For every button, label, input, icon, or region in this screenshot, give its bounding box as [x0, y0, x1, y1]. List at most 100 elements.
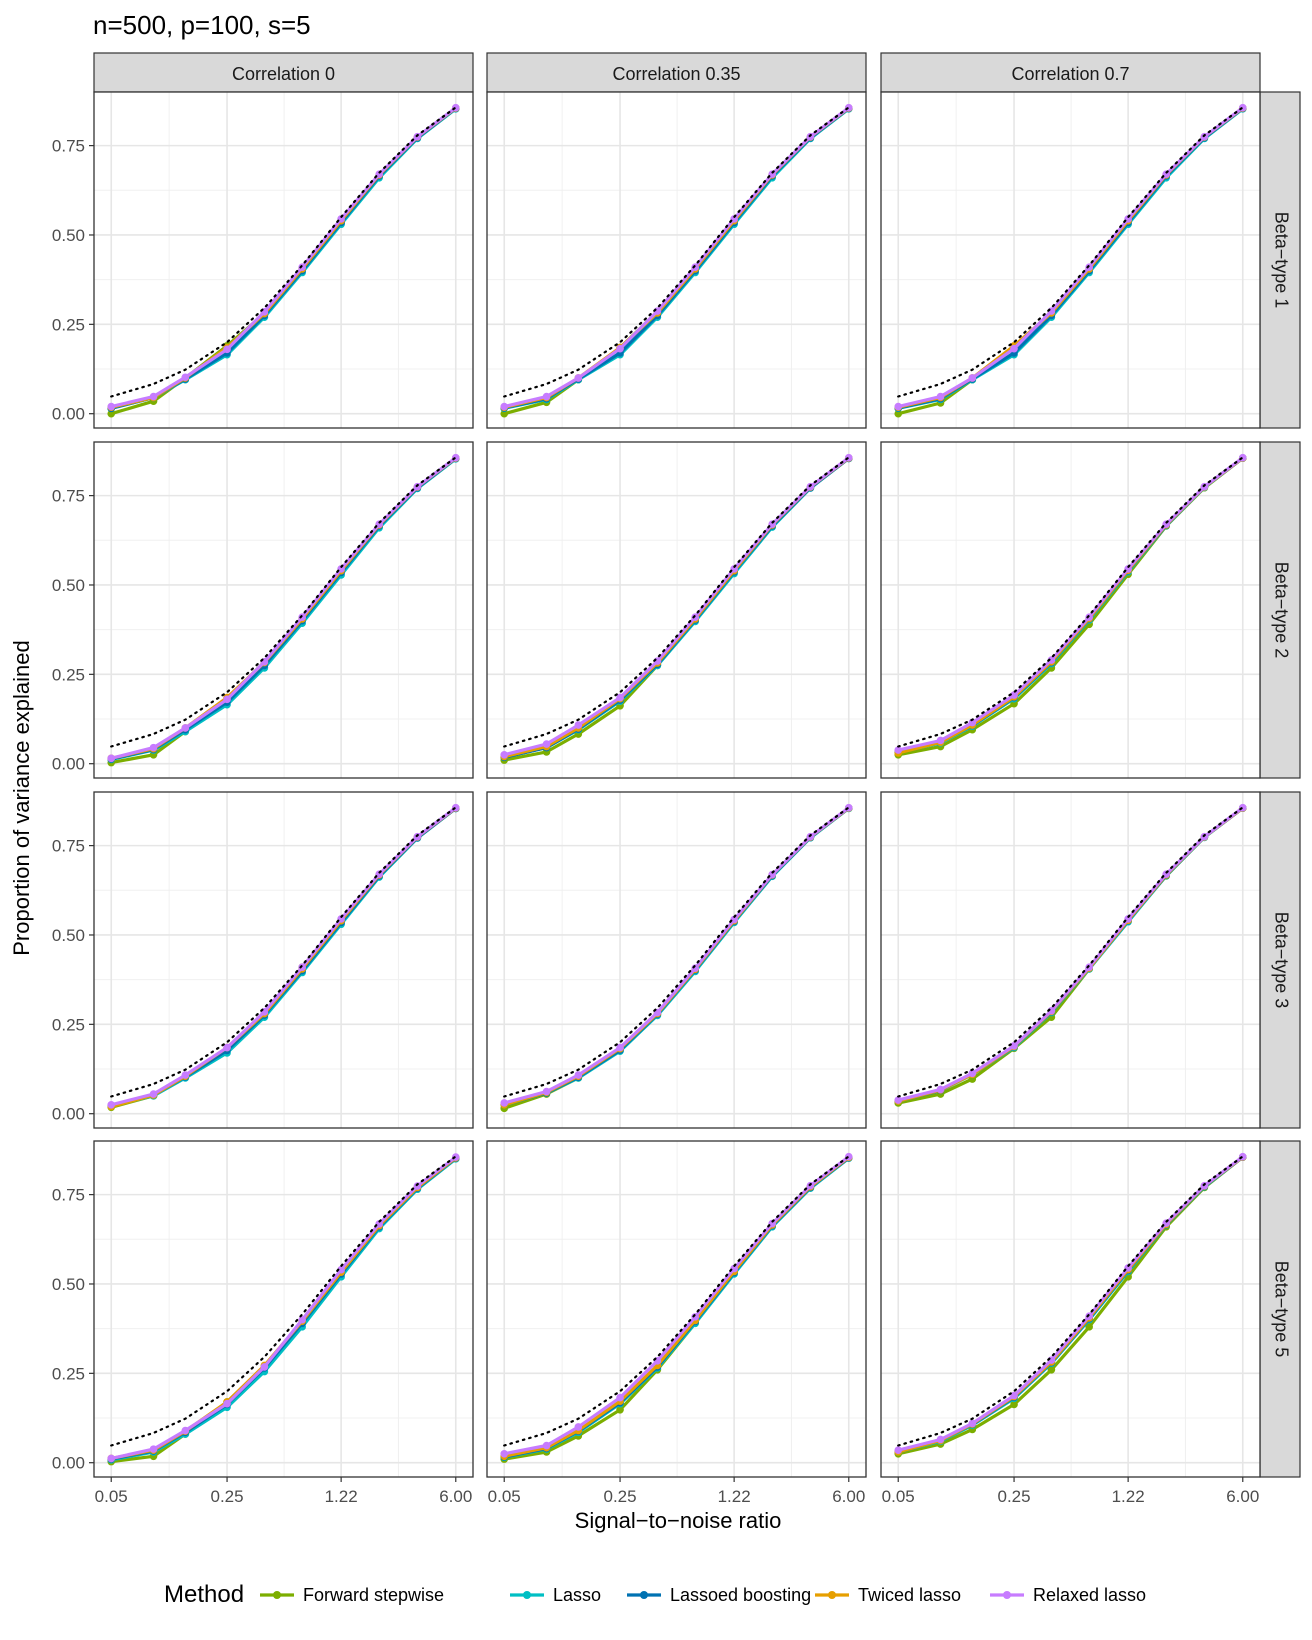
y-tick-label: 0.25: [52, 665, 85, 684]
data-point: [451, 453, 460, 462]
reference-line: [897, 806, 1244, 1098]
x-tick-label: 0.25: [998, 1487, 1031, 1506]
data-point: [181, 724, 190, 732]
reference-line: [503, 1155, 850, 1447]
data-point: [149, 743, 158, 752]
row-strip-label: Beta−type 3: [1271, 912, 1291, 1009]
panel: [486, 91, 867, 429]
panel: 0.00 0.25 0.50 0.75: [52, 91, 474, 429]
data-point: [616, 344, 624, 353]
data-point: [616, 1406, 624, 1414]
data-point: [107, 409, 116, 418]
reference-line: [897, 106, 1244, 398]
series-line: [897, 1155, 1244, 1452]
x-tick-label: 1.22: [325, 1487, 358, 1506]
data-point: [181, 373, 190, 382]
reference-line: [110, 806, 457, 1098]
data-point: [844, 103, 853, 112]
data-point: [223, 345, 231, 354]
data-point: [574, 721, 583, 729]
reference-line: [897, 1155, 1244, 1447]
y-tick-label: 0.25: [52, 1015, 85, 1034]
panel: 0.00 0.25 0.50 0.75: [52, 441, 474, 779]
data-point: [968, 1069, 977, 1078]
y-tick-label: 0.50: [52, 576, 85, 595]
y-tick-label: 0.00: [52, 405, 85, 424]
panel-border: [93, 91, 474, 429]
data-point: [298, 963, 306, 971]
column-strip-label: Correlation 0: [232, 64, 335, 84]
legend-key-point: [640, 1591, 648, 1599]
row-strip: [1259, 91, 1301, 429]
x-tick-label: 1.22: [1112, 1487, 1145, 1506]
x-tick-label: 6.00: [439, 1487, 472, 1506]
y-tick-label: 0.00: [52, 1105, 85, 1124]
data-point: [500, 409, 509, 418]
legend-entry-label: Lassoed boosting: [670, 1585, 811, 1605]
data-point: [1085, 1323, 1093, 1331]
row-strip: [1259, 441, 1301, 779]
data-point: [298, 613, 306, 621]
series-line: [110, 106, 457, 409]
x-tick-label: 6.00: [832, 1487, 865, 1506]
panel: 0.05 0.25 1.22 6.00: [880, 1140, 1261, 1506]
reference-line: [110, 1155, 457, 1447]
data-point: [1085, 963, 1093, 971]
data-point: [1010, 691, 1018, 699]
data-point: [968, 1419, 977, 1428]
y-tick-label: 0.00: [52, 755, 85, 774]
legend-key-point: [523, 1591, 531, 1599]
series-line: [110, 456, 457, 760]
panel-background: [881, 442, 1260, 778]
column-strip-label: Correlation 0.7: [1011, 64, 1129, 84]
data-point: [107, 1454, 116, 1463]
reference-line: [503, 806, 850, 1098]
legend-entry-label: Lasso: [553, 1585, 601, 1605]
data-point: [616, 1043, 624, 1052]
chart-title: n=500, p=100, s=5: [93, 10, 311, 40]
x-tick-label: 0.25: [604, 1487, 637, 1506]
panel-background: [94, 92, 473, 428]
column-strip-label: Correlation 0.35: [612, 64, 740, 84]
data-point: [574, 374, 583, 382]
panel-border: [486, 91, 867, 429]
y-tick-label: 0.50: [52, 1275, 85, 1294]
legend-key-point: [1003, 1591, 1011, 1599]
series-line: [503, 106, 850, 409]
panel-border: [880, 91, 1261, 429]
panel: [486, 441, 867, 779]
panel-background: [94, 442, 473, 778]
x-tick-label: 0.05: [882, 1487, 915, 1506]
panel-border: [486, 1140, 867, 1478]
data-point: [1010, 344, 1018, 353]
data-point: [1238, 803, 1247, 812]
data-point: [298, 1315, 306, 1324]
series-line: [503, 806, 850, 1105]
data-point: [1047, 1365, 1056, 1374]
data-point: [451, 103, 460, 112]
legend-entry-label: Forward stepwise: [303, 1585, 444, 1605]
data-point: [1047, 656, 1056, 664]
reference-line: [110, 106, 457, 398]
data-point: [542, 392, 551, 401]
data-point: [1010, 1400, 1018, 1409]
panel-border: [486, 441, 867, 779]
panel: [880, 91, 1261, 429]
y-tick-label: 0.75: [52, 837, 85, 856]
data-point: [1010, 1391, 1018, 1400]
data-point: [107, 402, 116, 411]
data-point: [107, 754, 116, 763]
reference-line: [503, 106, 850, 398]
legend-key-point: [828, 1591, 836, 1599]
data-point: [894, 1446, 903, 1454]
panel-border: [880, 1140, 1261, 1478]
series-line: [897, 456, 1244, 752]
data-point: [1085, 1312, 1093, 1320]
data-point: [337, 1265, 345, 1274]
y-tick-label: 0.75: [52, 1186, 85, 1205]
data-point: [894, 409, 903, 418]
series-line: [897, 106, 1244, 409]
data-point: [691, 613, 699, 621]
x-tick-label: 1.22: [718, 1487, 751, 1506]
